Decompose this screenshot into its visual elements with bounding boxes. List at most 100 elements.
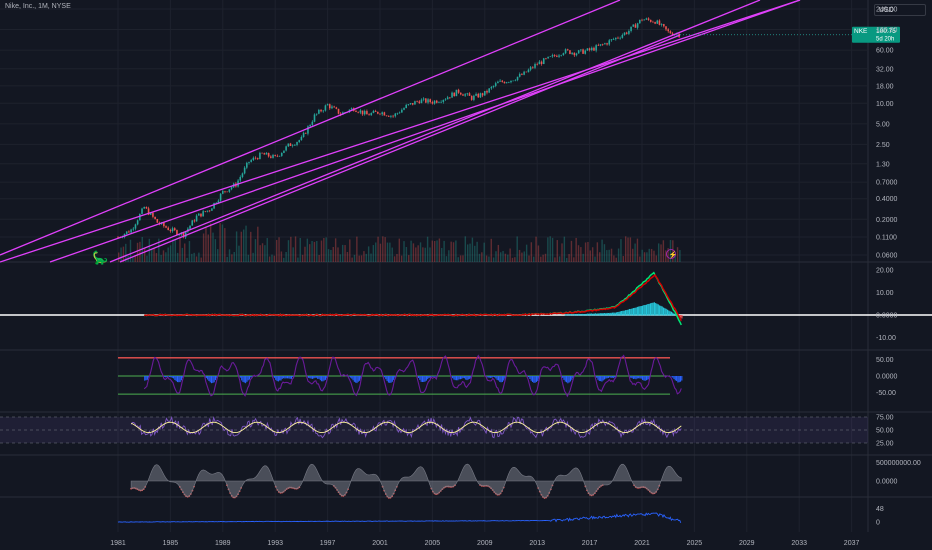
oscillator-bar: [528, 376, 530, 378]
candle-body: [335, 107, 338, 109]
oscillator-bar: [454, 376, 456, 381]
volume-bar: [672, 240, 674, 262]
candle-body: [525, 71, 528, 73]
candle-body: [134, 224, 137, 229]
oscillator-bar: [208, 376, 210, 381]
volume-bar: [589, 250, 591, 262]
oscillator-bar: [433, 376, 435, 377]
candle-body: [357, 111, 359, 113]
volume-bar: [608, 249, 610, 262]
overlay: 🦕 ⚡: [92, 249, 677, 265]
oscillator-bar: [677, 376, 679, 383]
x-tick-label: 2017: [582, 540, 598, 547]
volume-bar: [325, 237, 327, 262]
x-tick-label: 2001: [372, 540, 388, 547]
oscillator-bar: [279, 376, 281, 381]
volume-bar: [207, 234, 210, 262]
volume-bar: [174, 240, 176, 262]
volume-bar: [398, 238, 401, 262]
oscillator-bar: [163, 376, 165, 377]
volume-bar: [358, 255, 360, 262]
volume-bar: [167, 247, 169, 262]
oscillator-bar: [642, 376, 644, 380]
volume-bar: [308, 244, 311, 262]
candle-body: [658, 20, 661, 25]
y-tick-label: 0.4000: [876, 196, 898, 203]
macd-histogram-bar: [621, 311, 623, 316]
candle-body: [294, 144, 296, 146]
macd-histogram-bar: [647, 304, 649, 316]
volume-bar: [280, 251, 283, 262]
volume-bar: [679, 250, 681, 262]
candle-body: [361, 110, 364, 115]
volume-bar: [332, 246, 334, 262]
candle-body: [617, 37, 619, 39]
rsi-pane: [0, 415, 868, 444]
oscillator-bar: [674, 376, 676, 381]
volume-bar: [301, 254, 304, 262]
oscillator-bar: [173, 376, 175, 379]
candle-body: [628, 30, 630, 34]
candle-body: [593, 47, 595, 51]
volume-bar: [445, 256, 448, 262]
candle-body: [645, 18, 648, 20]
volume-bar: [523, 251, 525, 262]
volume-bar: [318, 255, 320, 262]
oscillator-bar: [205, 376, 207, 379]
candle-body: [586, 48, 589, 51]
oscillator-bar: [180, 376, 182, 381]
volume-bar: [125, 243, 127, 262]
volume-bar: [334, 238, 337, 262]
oscillator-bar: [288, 376, 290, 379]
candle-body: [573, 52, 576, 56]
candle-body: [431, 102, 434, 104]
candle-body: [514, 80, 517, 81]
candle-body: [128, 231, 130, 233]
candle-body: [320, 109, 322, 112]
volume-bar: [240, 231, 243, 262]
oscillator-bar: [284, 376, 286, 379]
candle-body: [654, 22, 656, 24]
oscillator-bar: [351, 376, 353, 379]
volume-bar: [176, 252, 179, 262]
candle-body: [222, 190, 224, 194]
volume-bar: [641, 249, 643, 262]
candle-body: [540, 61, 543, 65]
macd-histogram-bar: [679, 315, 682, 318]
macd-histogram-bar: [662, 307, 665, 316]
volume-bar: [568, 254, 570, 262]
volume-bar: [537, 245, 540, 262]
volume-bar: [448, 250, 450, 262]
oscillator-bar: [165, 376, 167, 378]
y-tick-label: 18.00: [876, 83, 894, 90]
volume-bar: [450, 241, 452, 262]
candle-body: [366, 111, 368, 115]
candle-body: [643, 19, 645, 21]
candle-body: [477, 93, 480, 98]
volume-bar: [226, 256, 228, 262]
volume-bar: [584, 242, 587, 262]
macd-histogram-bar: [643, 305, 645, 316]
macd-histogram-bar: [622, 310, 624, 316]
oscillator-bar: [166, 376, 168, 377]
candle-body: [359, 110, 362, 113]
volume-bar: [540, 256, 542, 262]
oscillator-bar: [175, 376, 177, 382]
candle-body: [377, 111, 379, 114]
candle-body: [442, 99, 445, 102]
macd-histogram-bar: [670, 311, 673, 316]
candle-body: [246, 162, 248, 168]
volume-bar: [650, 248, 653, 262]
candle-body: [468, 93, 471, 96]
volume-bar: [655, 255, 658, 262]
candle-body: [331, 106, 333, 109]
volume-bar: [294, 236, 297, 262]
candle-body: [494, 83, 497, 86]
y-tick-label: 60.00: [876, 48, 894, 55]
candle-body: [387, 115, 390, 117]
candle-body: [560, 55, 563, 56]
currency-selector[interactable]: USD: [874, 4, 926, 16]
oscillator-bar: [455, 376, 458, 381]
oscillator-bar: [309, 376, 311, 379]
